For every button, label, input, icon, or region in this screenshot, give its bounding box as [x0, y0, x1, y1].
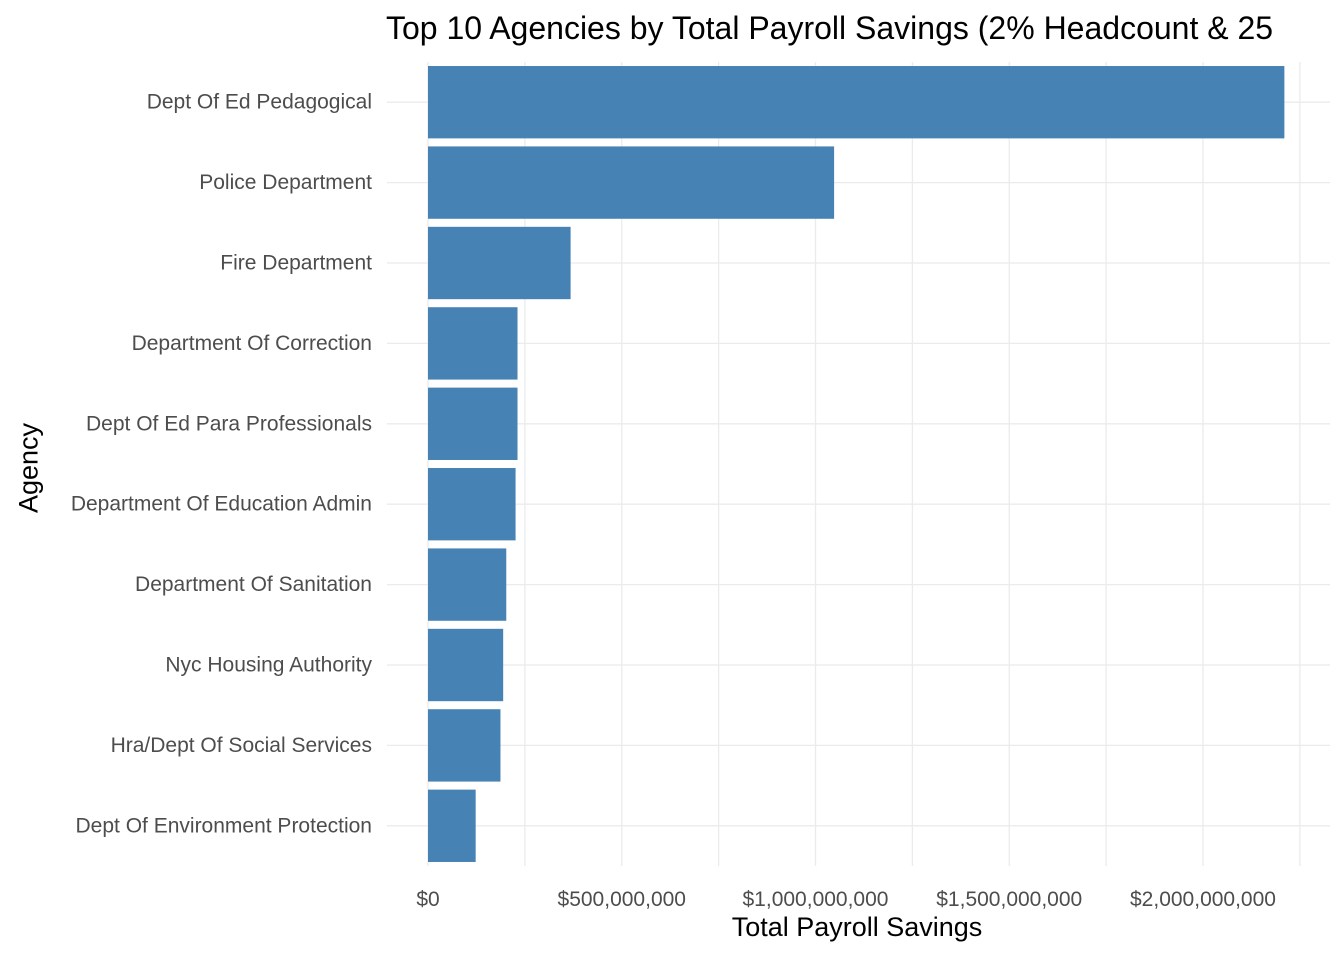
y-tick-label: Dept Of Ed Pedagogical	[147, 91, 372, 114]
bar	[428, 709, 501, 782]
bar	[428, 789, 476, 862]
y-tick-label: Dept Of Ed Para Professionals	[86, 412, 372, 435]
x-tick-label: $0	[416, 888, 439, 911]
bar	[428, 66, 1285, 139]
bar	[428, 307, 518, 380]
x-tick-label: $1,500,000,000	[936, 888, 1082, 911]
chart-title: Top 10 Agencies by Total Payroll Savings…	[386, 10, 1274, 46]
bar	[428, 387, 518, 460]
y-axis-title: Agency	[13, 422, 44, 514]
y-tick-label: Department Of Education Admin	[71, 493, 372, 516]
bar	[428, 226, 571, 300]
x-tick-label: $1,000,000,000	[743, 888, 889, 911]
bar	[428, 628, 504, 702]
bar	[428, 468, 516, 541]
y-tick-label: Hra/Dept Of Social Services	[111, 734, 372, 757]
y-tick-labels: Dept Of Ed Pedagogical Police Department F…	[71, 91, 373, 838]
x-tick-label: $2,000,000,000	[1130, 888, 1276, 911]
x-tick-label: $500,000,000	[558, 888, 686, 911]
y-tick-label: Police Department	[199, 171, 372, 194]
y-tick-label: Nyc Housing Authority	[165, 654, 372, 677]
bar	[428, 146, 835, 219]
bar	[428, 548, 507, 621]
y-tick-label: Dept Of Environment Protection	[76, 814, 372, 837]
bars	[428, 66, 1285, 862]
x-tick-labels: $0 $500,000,000 $1,000,000,000 $1,500,000,0…	[416, 888, 1276, 911]
x-axis-title: Total Payroll Savings	[731, 912, 983, 942]
y-tick-label: Fire Department	[220, 252, 372, 275]
y-tick-label: Department Of Correction	[132, 332, 372, 355]
y-tick-label: Department Of Sanitation	[135, 573, 372, 596]
